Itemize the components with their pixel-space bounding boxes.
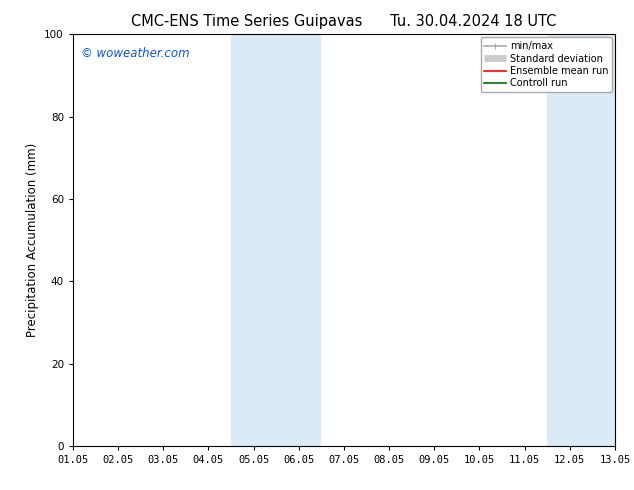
Bar <box>547 34 634 446</box>
Title: CMC-ENS Time Series Guipavas      Tu. 30.04.2024 18 UTC: CMC-ENS Time Series Guipavas Tu. 30.04.2… <box>131 14 557 29</box>
Text: © woweather.com: © woweather.com <box>81 47 190 60</box>
Bar <box>231 34 321 446</box>
Y-axis label: Precipitation Accumulation (mm): Precipitation Accumulation (mm) <box>26 143 39 337</box>
Legend: min/max, Standard deviation, Ensemble mean run, Controll run: min/max, Standard deviation, Ensemble me… <box>481 37 612 92</box>
